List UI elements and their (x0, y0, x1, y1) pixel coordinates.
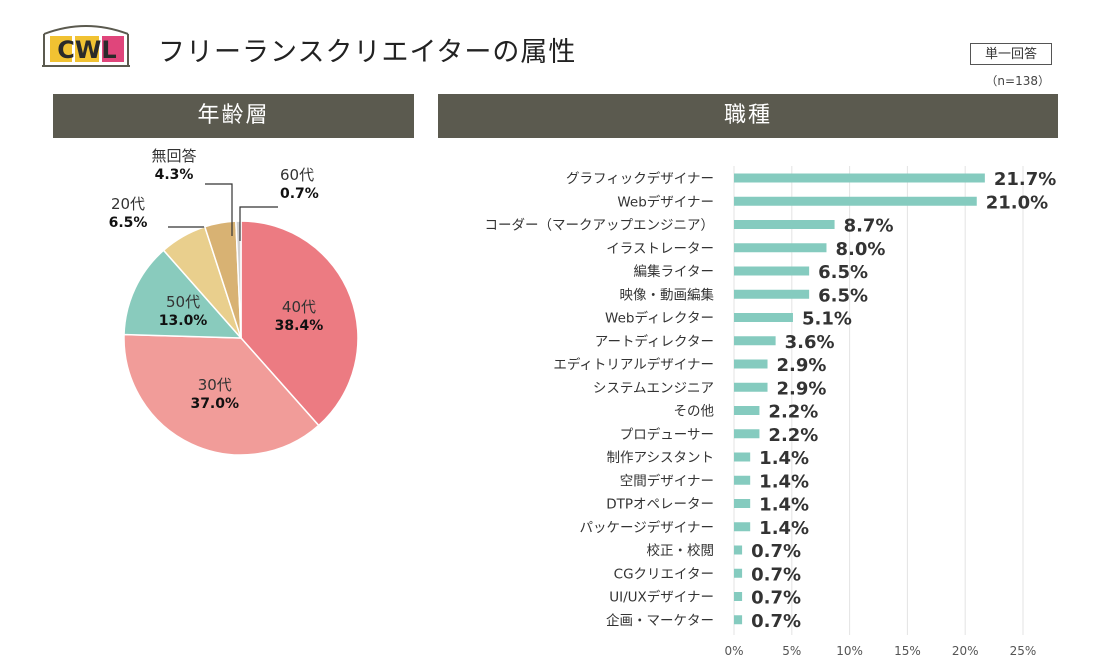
x-tick-label: 20% (952, 644, 979, 658)
bar (734, 452, 751, 462)
bar (734, 475, 751, 485)
category-label: CGクリエイター (614, 566, 714, 582)
category-label: UI/UXデザイナー (609, 589, 714, 606)
category-label: アートディレクター (595, 333, 714, 350)
category-label: システムエンジニア (593, 380, 714, 396)
bar-value-label: 1.4% (759, 448, 809, 469)
answer-type-badge: 単一回答 (970, 43, 1052, 65)
pie-value-label: 6.5% (109, 215, 148, 231)
job-section-header: 職種 (438, 94, 1058, 138)
bar (734, 522, 751, 532)
pie-slice-5 (235, 220, 242, 339)
bar (734, 220, 835, 229)
cwl-logo: CWL (42, 25, 130, 67)
bar (734, 592, 743, 601)
bar-value-label: 2.2% (768, 402, 818, 423)
x-tick-label: 15% (894, 644, 921, 658)
pie-label: 無回答 (151, 147, 196, 165)
category-label: グラフィックデザイナー (566, 170, 714, 187)
pie-label: 40代 (282, 298, 316, 316)
pie-label: 20代 (111, 195, 145, 213)
bar (734, 243, 827, 253)
bar-value-label: 2.9% (777, 378, 827, 399)
logo-text: CWL (57, 36, 116, 64)
category-label: DTPオペレーター (606, 497, 714, 513)
bar (734, 173, 985, 183)
pie-leader-line (205, 183, 233, 236)
bar-value-label: 1.4% (759, 471, 809, 492)
category-label: イラストレーター (606, 241, 714, 257)
category-label: Webデザイナー (617, 193, 714, 210)
category-label: プロデューサー (620, 426, 714, 443)
page-title: フリーランスクリエイターの属性 (158, 37, 577, 68)
pie-slice-1 (123, 333, 320, 456)
bar-value-label: 0.7% (751, 564, 801, 585)
bar-value-label: 1.4% (759, 495, 809, 516)
bar (734, 336, 776, 346)
job-bar-chart: 0% 5% 10% 15% 20% 25% グラフィックデザイナー 21.7% Webデザイナー… (485, 166, 1056, 658)
bar (734, 382, 768, 392)
category-label: 制作アシスタント (607, 450, 714, 466)
bar-value-label: 0.7% (751, 541, 801, 562)
pie-value-label: 0.7% (280, 186, 319, 202)
bar (734, 313, 793, 322)
bar-value-label: 3.6% (785, 332, 835, 353)
pie-label: 30代 (198, 376, 232, 394)
bar-value-label: 1.4% (759, 518, 809, 539)
category-label: 空間デザイナー (620, 472, 714, 489)
bar-value-label: 21.7% (994, 169, 1056, 190)
x-tick-label: 5% (782, 644, 801, 658)
bar (734, 359, 768, 369)
bar-value-label: 2.2% (768, 425, 818, 446)
bar (734, 429, 760, 439)
x-tick-label: 10% (836, 644, 863, 658)
category-label: エディトリアルデザイナー (553, 356, 714, 373)
category-label: パッケージデザイナー (580, 519, 714, 536)
pie-label: 50代 (166, 293, 200, 311)
bar-value-label: 6.5% (818, 285, 868, 306)
bar-value-label: 0.7% (751, 588, 801, 609)
category-label: 企画・マーケター (606, 612, 714, 629)
pie-value-label: 38.4% (275, 318, 324, 334)
category-label: Webディレクター (605, 310, 714, 327)
pie-value-label: 4.3% (155, 167, 194, 183)
bar-value-label: 6.5% (818, 262, 868, 283)
bar (734, 545, 743, 555)
bar (734, 406, 760, 415)
pie-value-label: 37.0% (190, 396, 239, 412)
category-label: 映像・動画編集 (620, 287, 715, 303)
bar (734, 615, 743, 625)
category-label: 編集ライター (634, 264, 714, 280)
bar-value-label: 0.7% (751, 611, 801, 632)
pie-slice-0 (240, 220, 359, 427)
category-label: コーダー（マークアップエンジニア） (485, 218, 715, 234)
sample-size: （n=138） (985, 74, 1050, 88)
pie-label: 60代 (280, 166, 314, 184)
bar-value-label: 21.0% (986, 192, 1048, 213)
pie-slice-2 (123, 249, 243, 339)
bar (734, 266, 810, 276)
bar (734, 289, 810, 299)
bar-value-label: 2.9% (777, 355, 827, 376)
bar-value-label: 8.7% (844, 216, 894, 237)
bar (734, 568, 743, 578)
age-pie-chart: 40代 38.4% 30代 37.0% 50代 13.0% 20代 6.5% 無回答 4.3% 60… (109, 147, 359, 456)
bar (734, 196, 977, 206)
age-section-header: 年齢層 (53, 94, 414, 138)
x-tick-label: 0% (724, 644, 743, 658)
pie-value-label: 13.0% (159, 313, 208, 329)
bar (734, 499, 751, 508)
x-tick-label: 25% (1010, 644, 1037, 658)
bar-value-label: 8.0% (835, 239, 885, 260)
category-label: その他 (674, 404, 715, 420)
bar-value-label: 5.1% (802, 309, 852, 330)
pie-leader-line (239, 206, 278, 241)
category-label: 校正・校閲 (647, 542, 715, 559)
